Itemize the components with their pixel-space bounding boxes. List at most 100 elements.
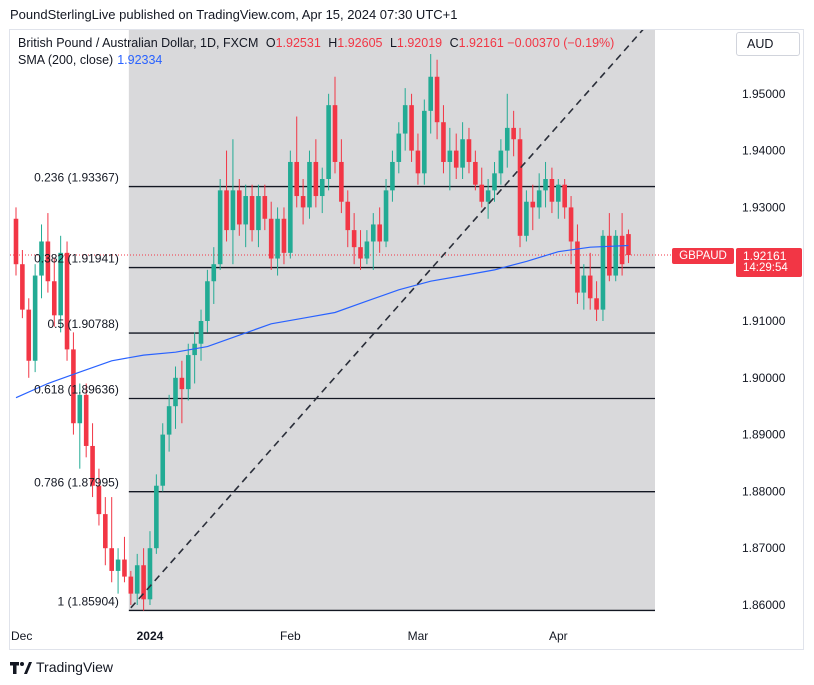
x-axis-tick-label: Feb	[280, 629, 301, 643]
candle	[332, 76, 338, 174]
candle	[415, 133, 421, 185]
candle	[147, 531, 153, 605]
candle-body	[179, 377, 185, 390]
candle-body	[626, 234, 631, 256]
fibonacci-shaded-zone	[128, 30, 656, 611]
candle-body	[275, 218, 280, 259]
candle	[109, 497, 114, 583]
tradingview-logo[interactable]: TradingView	[10, 659, 113, 675]
candle-body	[549, 179, 555, 202]
y-axis-tick-label: 1.88000	[742, 484, 786, 498]
candle	[626, 229, 631, 264]
candle	[422, 99, 427, 185]
candle	[485, 179, 491, 219]
candle	[466, 127, 472, 174]
candle	[90, 423, 95, 498]
candle-body	[613, 235, 619, 276]
candle-body	[268, 218, 274, 259]
tradingview-brand-text: TradingView	[36, 659, 114, 675]
candle-body	[13, 218, 19, 265]
candle-body	[479, 184, 485, 202]
candle	[619, 213, 625, 276]
candle	[179, 360, 185, 424]
x-axis-tick-label: 2024	[137, 629, 164, 643]
legend-high: 1.92605	[337, 36, 383, 50]
candle-body	[524, 201, 529, 236]
candle	[71, 332, 76, 435]
candle-body	[39, 241, 44, 276]
last-price-tag: 1.92161 14:29:54	[736, 248, 802, 277]
candle	[364, 230, 370, 265]
candle	[51, 258, 57, 327]
candle	[96, 468, 102, 526]
candle-body	[58, 252, 63, 316]
legend-low-key: L	[389, 36, 397, 50]
candle-body	[45, 241, 51, 282]
candle	[26, 298, 32, 378]
candle-body	[307, 161, 312, 208]
candle-body	[224, 190, 229, 231]
candle-body	[147, 548, 153, 600]
candle	[562, 179, 567, 219]
candle-body	[396, 133, 402, 162]
candle-body	[103, 514, 108, 549]
candle-body	[473, 161, 478, 185]
candle	[300, 179, 306, 225]
candle	[351, 213, 357, 265]
x-axis-tick-label: Mar	[408, 629, 429, 643]
candle-body	[530, 201, 536, 208]
candle	[383, 179, 389, 248]
candle	[313, 139, 319, 208]
candle-body	[313, 161, 319, 197]
candle-body	[51, 281, 57, 316]
legend-ohlc-row: British Pound / Australian Dollar, 1D, F…	[18, 35, 614, 52]
candle-body	[492, 173, 497, 191]
candle-body	[256, 196, 261, 231]
candle-body	[71, 349, 76, 424]
candle-body	[160, 434, 166, 486]
candle-body	[128, 576, 134, 594]
candle-body	[415, 150, 421, 174]
legend-open-key: O	[265, 36, 276, 50]
candle	[453, 133, 459, 179]
candle	[326, 93, 331, 191]
y-axis-tick-label: 1.93000	[742, 200, 786, 214]
candle-body	[358, 247, 363, 259]
candle	[460, 122, 465, 179]
y-axis-tick-label: 1.90000	[742, 371, 786, 385]
candle	[224, 150, 229, 242]
legend-high-key: H	[328, 36, 338, 50]
sma-200-line	[15, 244, 629, 399]
candle-body	[466, 139, 472, 162]
candle-body	[122, 559, 127, 577]
candle-body	[453, 150, 459, 168]
candle	[339, 139, 344, 214]
candle	[504, 93, 510, 168]
candle-body	[568, 207, 574, 242]
candle-body	[77, 394, 83, 424]
candle	[122, 536, 127, 583]
y-axis-tick-label: 1.87000	[742, 541, 786, 555]
candle	[211, 247, 217, 304]
x-axis-tick-label: Apr	[549, 629, 568, 643]
legend-sma-row: SMA (200, close) 1.92334	[18, 52, 614, 69]
candle	[498, 139, 504, 185]
candle	[230, 139, 236, 265]
candle-body	[294, 161, 300, 197]
candle-body	[134, 565, 140, 594]
candle-body	[20, 264, 25, 310]
candle	[141, 548, 146, 611]
y-axis-tick-label: 1.94000	[742, 144, 786, 158]
candle	[390, 150, 395, 202]
candle-body	[536, 190, 542, 208]
currency-selector[interactable]: AUD	[736, 32, 800, 56]
legend-change: −0.00370 (−0.19%)	[507, 36, 615, 50]
candle	[543, 161, 548, 208]
candle	[83, 383, 89, 458]
fib-level-label: 0.618 (1.89636)	[34, 382, 119, 396]
fib-level-label: 0.236 (1.93367)	[34, 171, 119, 185]
legend-sma-label: SMA (200, close)	[18, 53, 114, 67]
fib-level-label: 0.5 (1.90788)	[47, 317, 118, 331]
candle-body	[587, 275, 593, 299]
